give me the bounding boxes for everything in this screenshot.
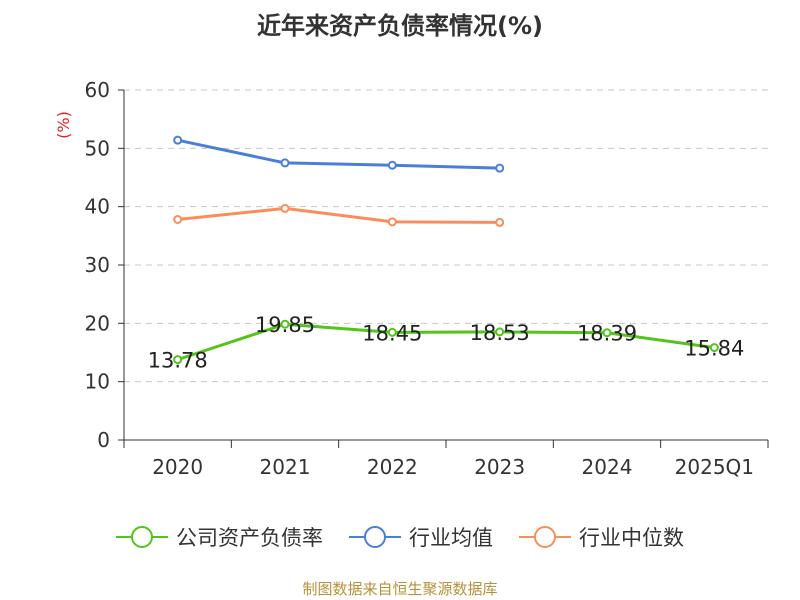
x-tick-label: 2022	[367, 455, 418, 479]
series-line-2	[177, 206, 500, 224]
legend-label-industry-average: 行业均值	[409, 526, 493, 550]
axes: 0 10 20 30 40 50 60 (%) 2020 2021 2022 2023 2024 2025…	[54, 78, 769, 479]
y-tick-label: 20	[85, 311, 110, 335]
legend-swatch-industry-average	[349, 525, 401, 549]
y-tick-label: 0	[97, 428, 110, 452]
series-line-0	[177, 322, 715, 362]
x-tick-label: 2025Q1	[675, 455, 754, 479]
data-point	[495, 327, 505, 337]
data-point	[173, 135, 183, 145]
y-tick-label: 10	[85, 370, 110, 394]
data-point	[280, 203, 290, 213]
data-point	[280, 319, 290, 329]
legend: 公司资产负债率 行业均值 行业中位数	[0, 520, 800, 554]
x-tick-label: 2020	[152, 455, 203, 479]
data-label: 18.39	[577, 322, 637, 346]
data-point	[495, 217, 505, 227]
y-tick-label: 40	[85, 195, 110, 219]
y-tick-label: 60	[85, 78, 110, 102]
x-tick-label: 2021	[260, 455, 311, 479]
data-label: 13.78	[148, 349, 208, 373]
legend-item-company[interactable]: 公司资产负债率	[116, 522, 323, 552]
legend-swatch-company	[116, 525, 168, 549]
data-point	[602, 328, 612, 338]
legend-swatch-industry-median	[519, 525, 571, 549]
data-point	[173, 355, 183, 365]
data-point	[387, 160, 397, 170]
data-label: 19.85	[255, 313, 315, 337]
series-lines	[173, 135, 719, 365]
data-label: 18.45	[362, 321, 422, 345]
grid-lines	[124, 89, 768, 383]
y-tick-label: 50	[85, 136, 110, 160]
data-point	[173, 215, 183, 224]
legend-item-industry-median[interactable]: 行业中位数	[519, 522, 684, 552]
y-axis-label: (%)	[54, 111, 73, 139]
legend-item-industry-average[interactable]: 行业均值	[349, 522, 493, 552]
series-line-1	[177, 138, 500, 170]
data-point	[387, 217, 397, 227]
legend-label-company: 公司资产负债率	[176, 526, 323, 550]
data-label: 15.84	[684, 337, 744, 361]
legend-label-industry-median: 行业中位数	[579, 526, 684, 550]
chart-title: 近年来资产负债率情况(%)	[257, 12, 543, 40]
data-point	[709, 343, 719, 353]
data-label: 18.53	[470, 321, 530, 345]
y-tick-label: 30	[85, 253, 110, 277]
x-tick-label: 2023	[474, 455, 525, 479]
x-tick-label: 2024	[582, 455, 633, 479]
data-labels: 13.78 19.85 18.45 18.53 18.39 15.84	[148, 313, 745, 372]
data-source-note: 制图数据来自恒生聚源数据库	[302, 580, 498, 598]
data-point	[495, 163, 505, 173]
data-point	[387, 327, 397, 337]
data-point	[280, 158, 290, 168]
